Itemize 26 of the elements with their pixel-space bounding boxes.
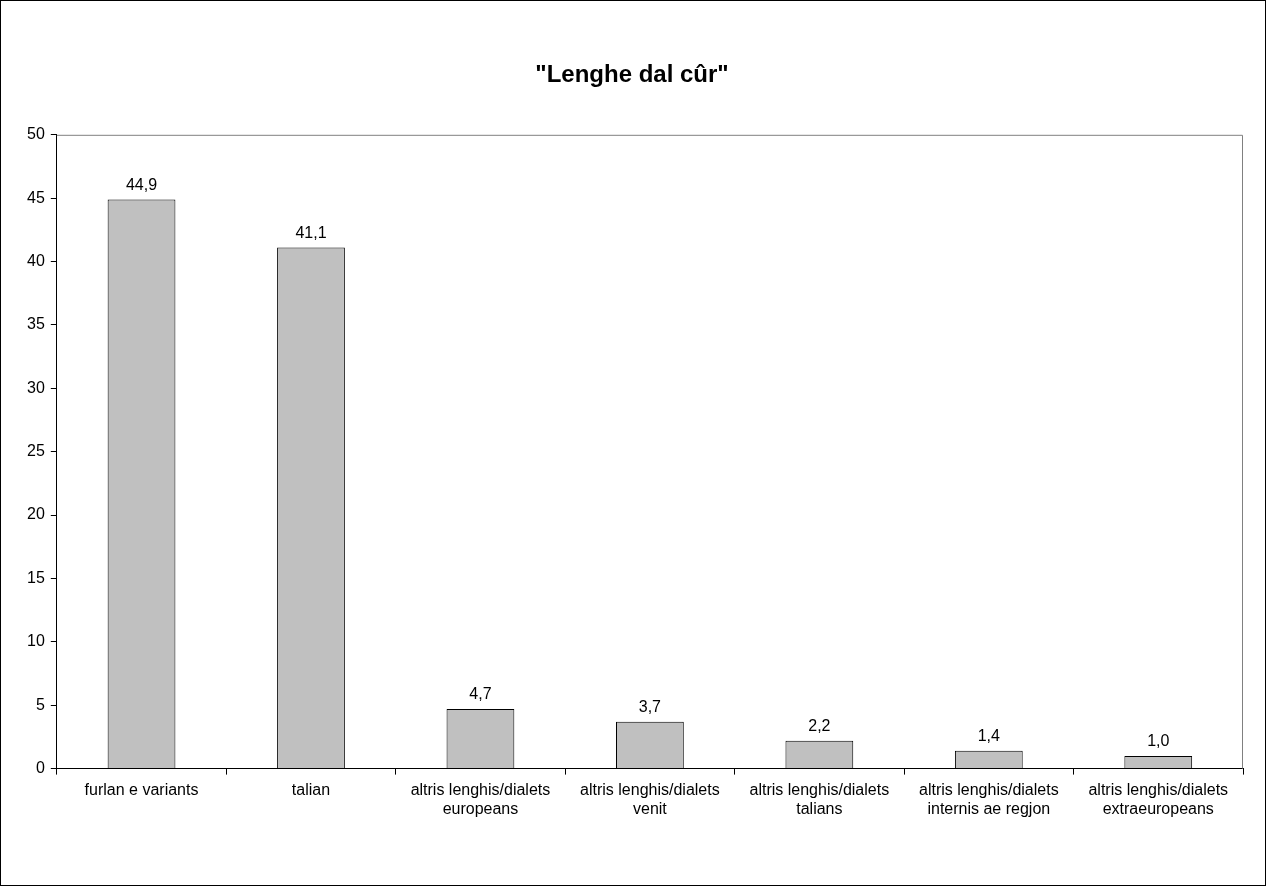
y-tick-label: 30 [27,378,45,396]
data-label: 41,1 [295,224,327,242]
y-tick-label: 5 [35,695,45,713]
y-tick-label: 40 [27,251,45,269]
x-tick-label: altris lenghis/dialets venit [580,780,720,817]
y-tick-label: 50 [27,125,45,143]
y-tick-label: 10 [27,632,45,650]
y-tick-label: 0 [35,759,45,777]
x-tick-label: altris lenghis/dialets europeans [410,780,551,817]
x-tick-label: altris lenghis/dialets internis ae regjon [919,780,1059,817]
y-tick-label: 15 [27,568,45,586]
data-label: 1,4 [977,727,1001,745]
x-tick-label: altris lenghis/dialets extraeuropeans [1088,780,1229,817]
x-tick-label: talian [291,780,331,798]
x-tick-label: furlan e variants [84,780,199,798]
data-label: 3,7 [638,698,662,716]
chart-title: "Lenghe dal cûr" [535,60,729,88]
data-label: 1,0 [1147,732,1170,750]
y-tick-label: 20 [27,505,45,523]
x-tick-label: altris lenghis/dialets talians [749,780,890,817]
y-tick-label: 25 [27,442,45,460]
data-label: 44,9 [125,175,158,193]
y-tick-label: 35 [27,315,45,333]
data-label: 2,2 [808,717,831,735]
data-label: 4,7 [469,685,492,703]
y-tick-label: 45 [27,188,45,206]
